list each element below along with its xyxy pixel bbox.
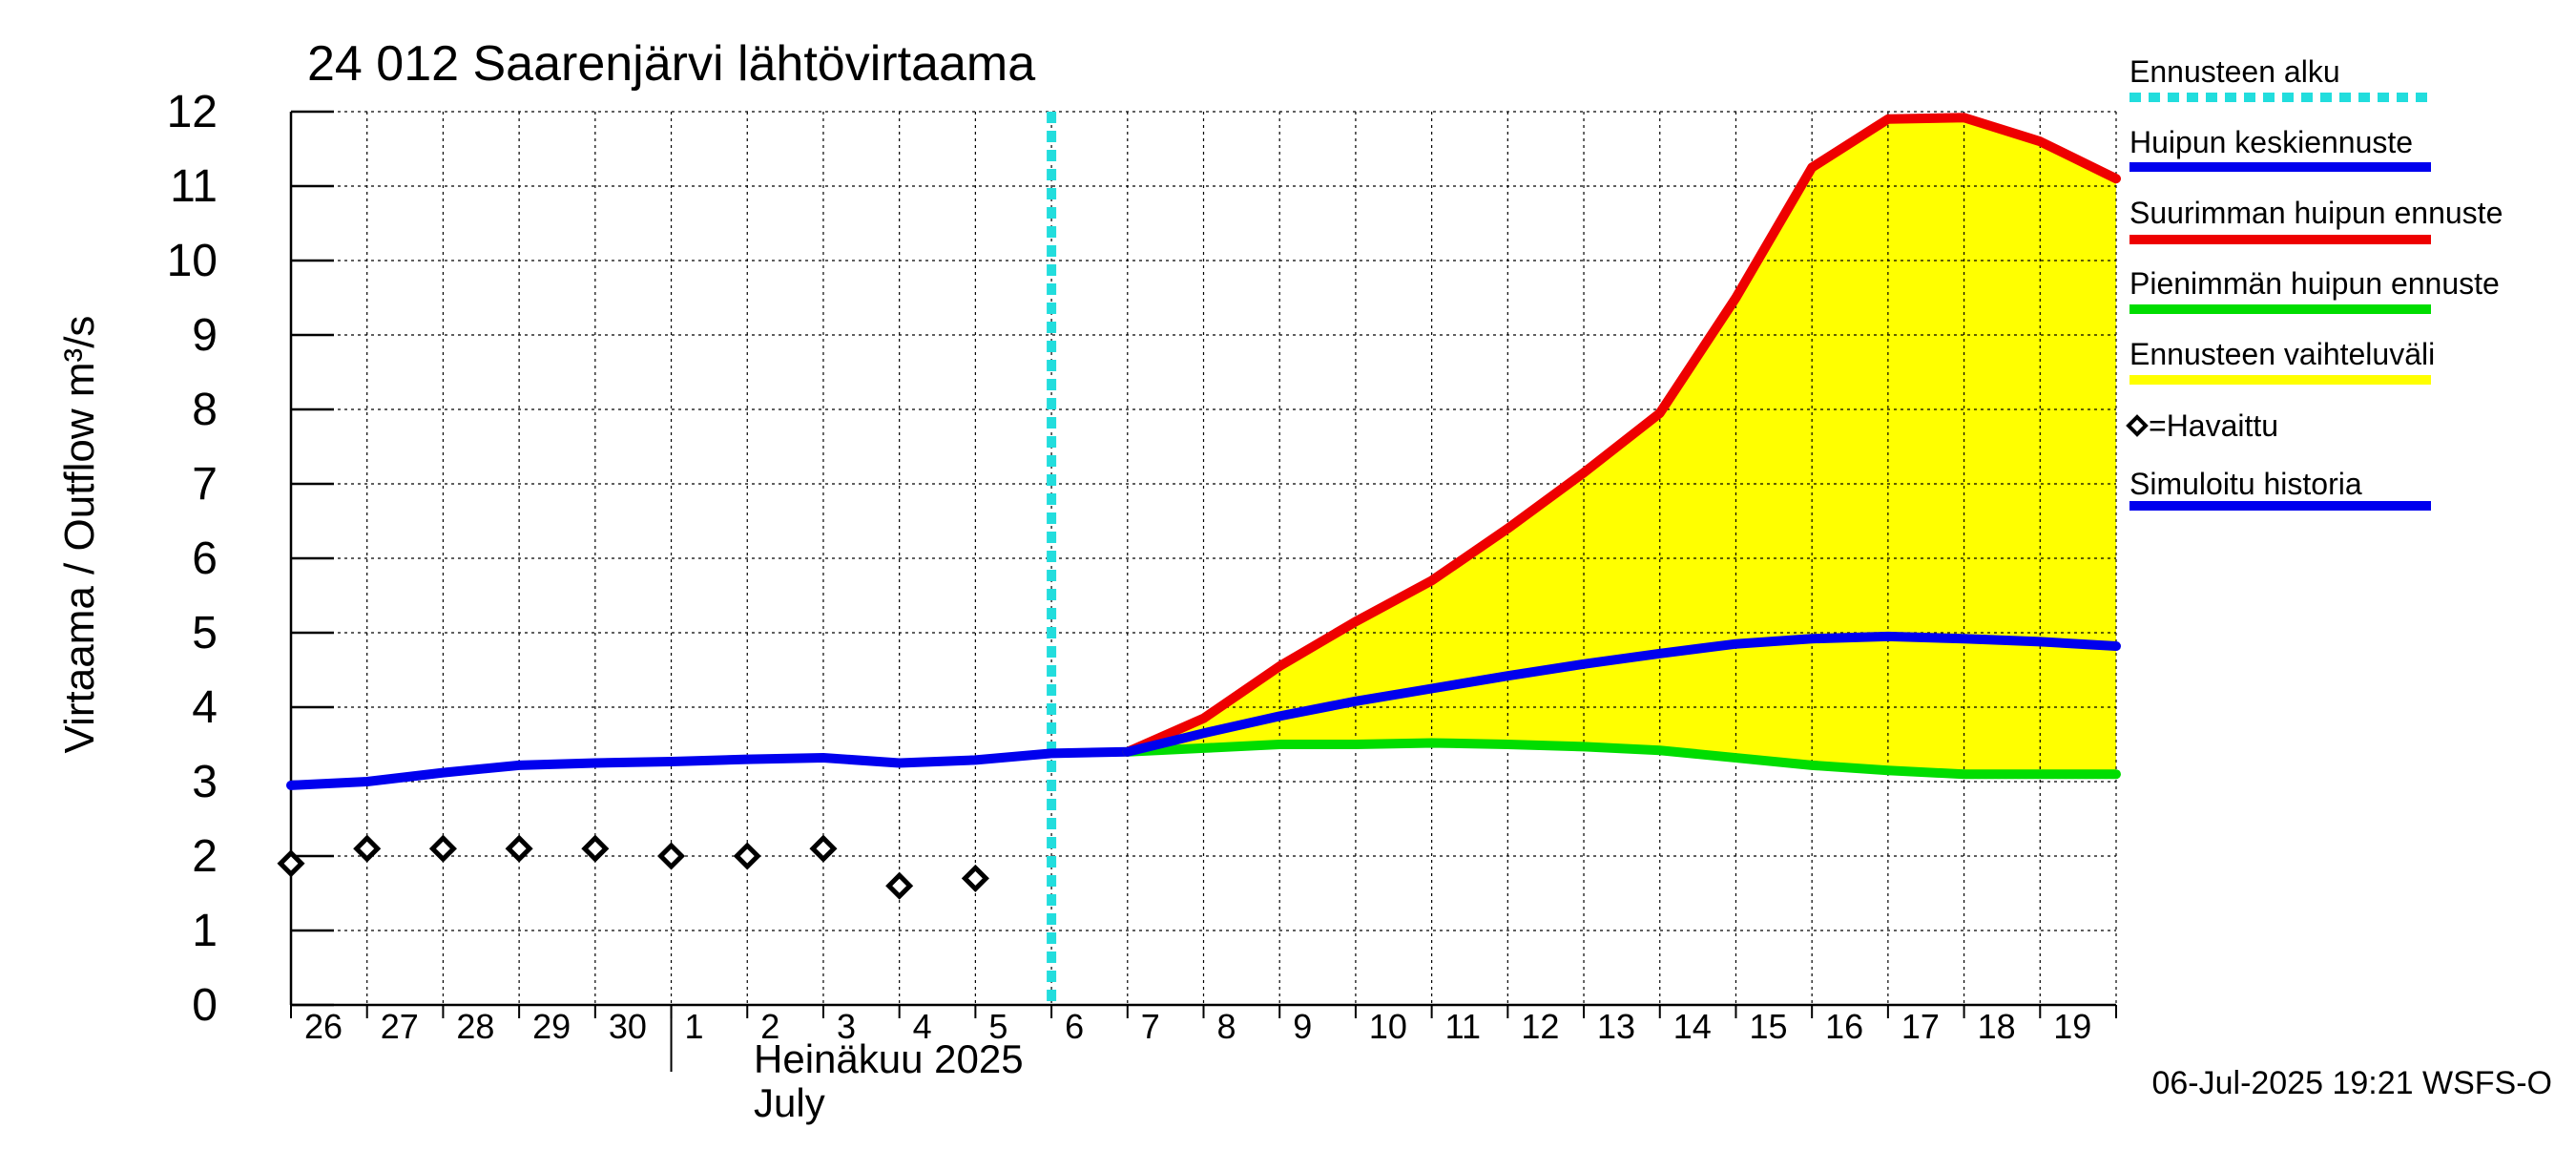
x-tick-label: 12	[1521, 1007, 1559, 1046]
observed-point	[505, 834, 533, 863]
x-tick-label: 2	[760, 1007, 779, 1046]
month-label: Heinäkuu 2025	[754, 1036, 1024, 1081]
legend-swatch-observed	[2126, 414, 2149, 437]
series-lines-layer	[286, 112, 2121, 1005]
y-tick-label: 5	[192, 608, 218, 659]
x-tick-label: 26	[304, 1007, 343, 1046]
legend-label: Huipun keskiennuste	[2129, 125, 2413, 159]
y-tick-label: 7	[192, 459, 218, 510]
x-tick-label: 18	[1978, 1007, 2016, 1046]
y-tick-label: 0	[192, 980, 218, 1031]
x-tick-label: 16	[1825, 1007, 1863, 1046]
legend-label: Suurimman huipun ennuste	[2129, 196, 2503, 230]
legend-label: Ennusteen alku	[2129, 54, 2340, 89]
x-tick-label: 27	[381, 1007, 419, 1046]
x-tick-label: 15	[1749, 1007, 1787, 1046]
series-line-simuloitu-historia	[286, 746, 1132, 790]
legend: Ennusteen alku Huipun keskiennuste Suurimm…	[2126, 54, 2503, 511]
x-tick-label: 30	[609, 1007, 647, 1046]
y-tick-label: 9	[192, 310, 218, 361]
observed-point	[277, 849, 305, 878]
series-line-pienimm-n-huipun-ennuste	[1122, 738, 2121, 780]
y-tick-label: 4	[192, 682, 218, 733]
observed-point	[885, 871, 914, 900]
x-tick-label: 10	[1369, 1007, 1407, 1046]
y-tick-label: 12	[167, 87, 218, 137]
footer-timestamp: 06-Jul-2025 19:21 WSFS-O	[2151, 1065, 2552, 1101]
observed-point	[733, 842, 761, 870]
x-tick-label: 13	[1597, 1007, 1635, 1046]
x-tick-label: 29	[532, 1007, 571, 1046]
month-label-en: July	[754, 1080, 825, 1125]
x-tick-label: 8	[1217, 1007, 1236, 1046]
series-line-suurimman-huipun-ennuste	[1122, 113, 2121, 757]
y-tick-label: 2	[192, 831, 218, 882]
x-tick-label: 1	[685, 1007, 704, 1046]
legend-label: =Havaittu	[2149, 408, 2278, 443]
observed-point	[961, 864, 989, 892]
x-tick-label: 3	[837, 1007, 856, 1046]
observed-point	[657, 842, 686, 870]
observed-point	[353, 834, 382, 863]
observed-point	[581, 834, 610, 863]
x-tick-label: 17	[1901, 1007, 1940, 1046]
y-tick-label: 10	[167, 236, 218, 286]
y-axis-label: Virtaama / Outflow m³/s	[56, 316, 103, 754]
y-tick-label: 8	[192, 385, 218, 435]
x-tick-label: 9	[1293, 1007, 1312, 1046]
observed-point	[428, 834, 457, 863]
y-tick-label: 3	[192, 757, 218, 807]
x-tick-label: 14	[1673, 1007, 1712, 1046]
legend-label: Simuloitu historia	[2129, 467, 2362, 501]
x-tick-label: 6	[1065, 1007, 1084, 1046]
observed-point	[809, 834, 838, 863]
legend-label: Pienimmän huipun ennuste	[2129, 266, 2500, 301]
x-tick-label: 4	[913, 1007, 932, 1046]
x-tick-label: 7	[1141, 1007, 1160, 1046]
y-tick-label: 1	[192, 906, 218, 956]
x-tick-label: 19	[2053, 1007, 2091, 1046]
chart-title: 24 012 Saarenjärvi lähtövirtaama	[307, 36, 1035, 92]
x-tick-label: 28	[456, 1007, 494, 1046]
y-tick-label: 11	[170, 161, 218, 212]
x-tick-label: 5	[988, 1007, 1008, 1046]
observed-points-layer	[277, 834, 989, 900]
series-line-huipun-keskiennuste	[1122, 631, 2121, 757]
y-tick-label: 6	[192, 533, 218, 584]
x-tick-labels: 26 27 28 29 30 1 2 3 4 5 6 7 8 9 10 11 12 13 14 15 16 17 18 19	[304, 1007, 2091, 1046]
x-tick-label: 11	[1445, 1007, 1481, 1046]
legend-label: Ennusteen vaihteluväli	[2129, 337, 2435, 371]
